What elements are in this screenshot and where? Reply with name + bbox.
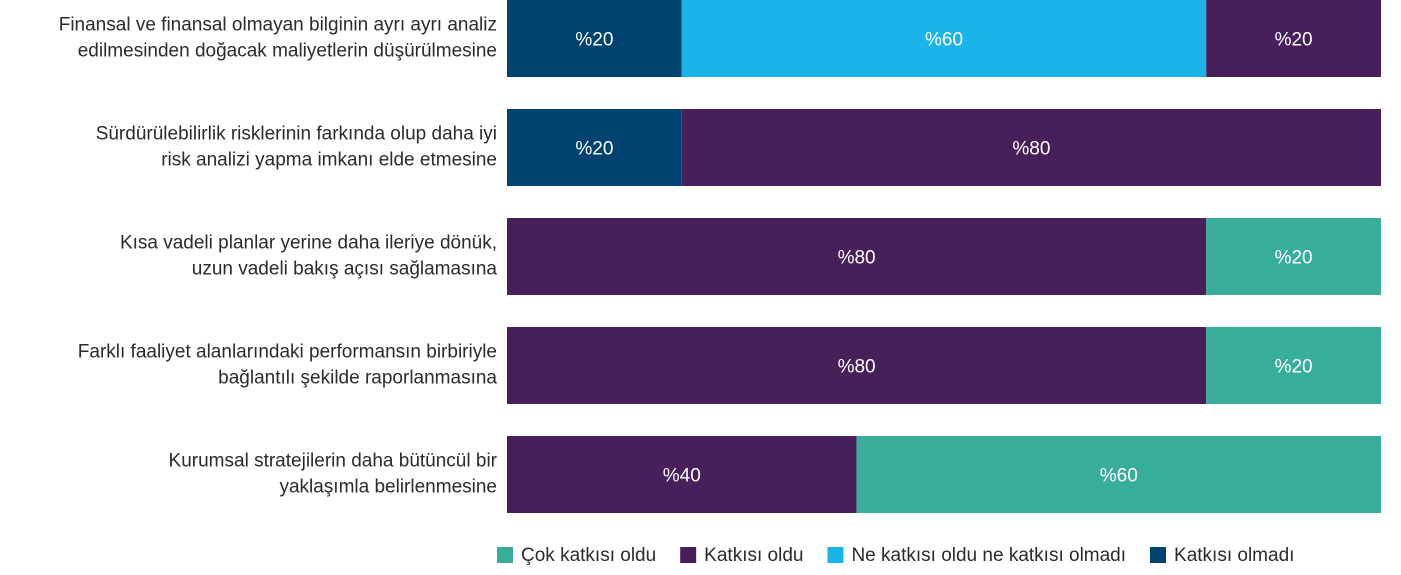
category-label: Farklı faaliyet alanlarındaki performans…	[78, 342, 498, 389]
value-label: %20	[1275, 30, 1313, 51]
value-label: %80	[1012, 139, 1050, 160]
category-label: Kurumsal stratejilerin daha bütüncül bir…	[169, 451, 498, 498]
value-label: %20	[575, 30, 613, 51]
bar-segment	[681, 0, 1207, 77]
legend-swatch	[497, 547, 513, 563]
legend-label: Çok katkısı oldu	[521, 545, 656, 566]
value-label: %20	[1275, 357, 1313, 378]
value-label: %60	[1100, 466, 1138, 487]
value-label: %20	[1275, 248, 1313, 269]
category-label: Sürdürülebilirlik risklerinin farkında o…	[96, 124, 497, 171]
value-label: %40	[663, 466, 701, 487]
legend-swatch	[680, 547, 697, 563]
legend-swatch	[1150, 547, 1167, 563]
legend-label: Ne katkısı oldu ne katkısı olmadı	[851, 545, 1126, 566]
bar-segment	[1206, 0, 1381, 77]
value-label: %20	[575, 139, 613, 160]
category-label: Kısa vadeli planlar yerine daha ileriye …	[120, 233, 497, 280]
bar-segment	[507, 436, 857, 513]
value-label: %80	[838, 357, 876, 378]
legend-label: Katkısı olmadı	[1174, 545, 1294, 566]
legend-swatch	[827, 547, 844, 563]
bar-segment	[1206, 218, 1381, 295]
bar-segment	[507, 109, 682, 186]
bar-segment	[507, 0, 682, 77]
value-label: %60	[925, 30, 963, 51]
legend-label: Katkısı oldu	[704, 545, 803, 566]
bar-segment	[507, 327, 1207, 404]
value-label: %80	[838, 248, 876, 269]
bar-segment	[507, 218, 1207, 295]
bar-segment	[1206, 327, 1381, 404]
bar-segment	[856, 436, 1381, 513]
category-label: Finansal ve finansal olmayan bilginin ay…	[59, 15, 497, 62]
bar-segment	[681, 109, 1381, 186]
